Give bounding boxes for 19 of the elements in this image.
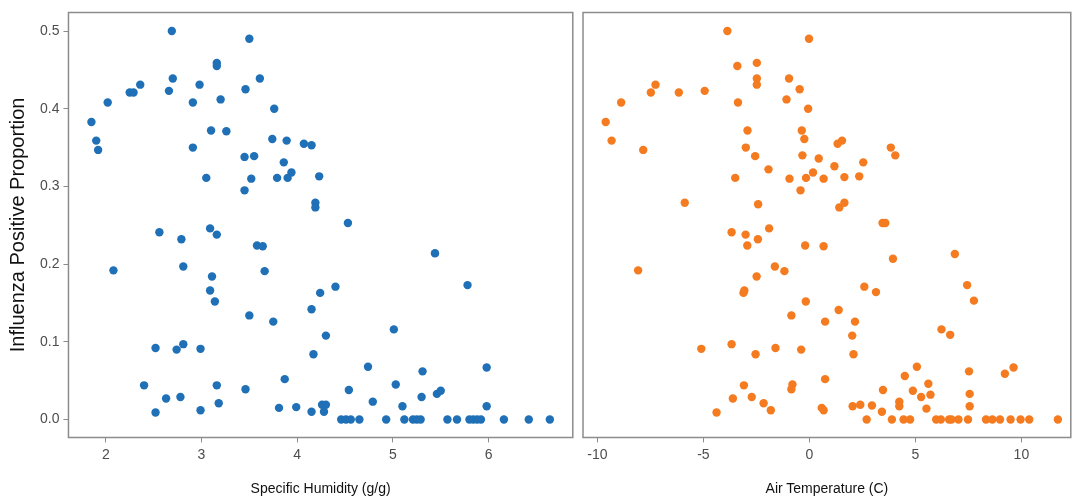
x-axis-title: Specific Humidity (g/g) <box>250 480 391 497</box>
y-tick-label: 0.2 <box>39 255 60 271</box>
x-tick-label: -5 <box>697 445 710 462</box>
x-tick-label: -10 <box>587 445 608 462</box>
x-tick-label: 10 <box>1013 445 1030 462</box>
x-tick-label: 0 <box>805 445 814 462</box>
y-tick-label: 0.0 <box>39 410 60 427</box>
x-tick-label: 6 <box>484 445 493 462</box>
x-tick-label: 2 <box>101 445 110 462</box>
x-tick-label: 4 <box>293 445 302 462</box>
x-tick-label: 5 <box>911 445 920 462</box>
y-tick-label: 0.4 <box>39 99 60 116</box>
y-axis-title: Influenza Positive Proportion <box>5 97 28 353</box>
x-tick-label: 5 <box>388 445 397 462</box>
x-axis-title: Air Temperature (C) <box>765 480 889 497</box>
y-tick-label: 0.5 <box>39 21 60 38</box>
y-tick-label: 0.3 <box>39 177 60 194</box>
y-tick-label: 0.1 <box>39 332 60 349</box>
x-tick-label: 3 <box>197 445 206 462</box>
